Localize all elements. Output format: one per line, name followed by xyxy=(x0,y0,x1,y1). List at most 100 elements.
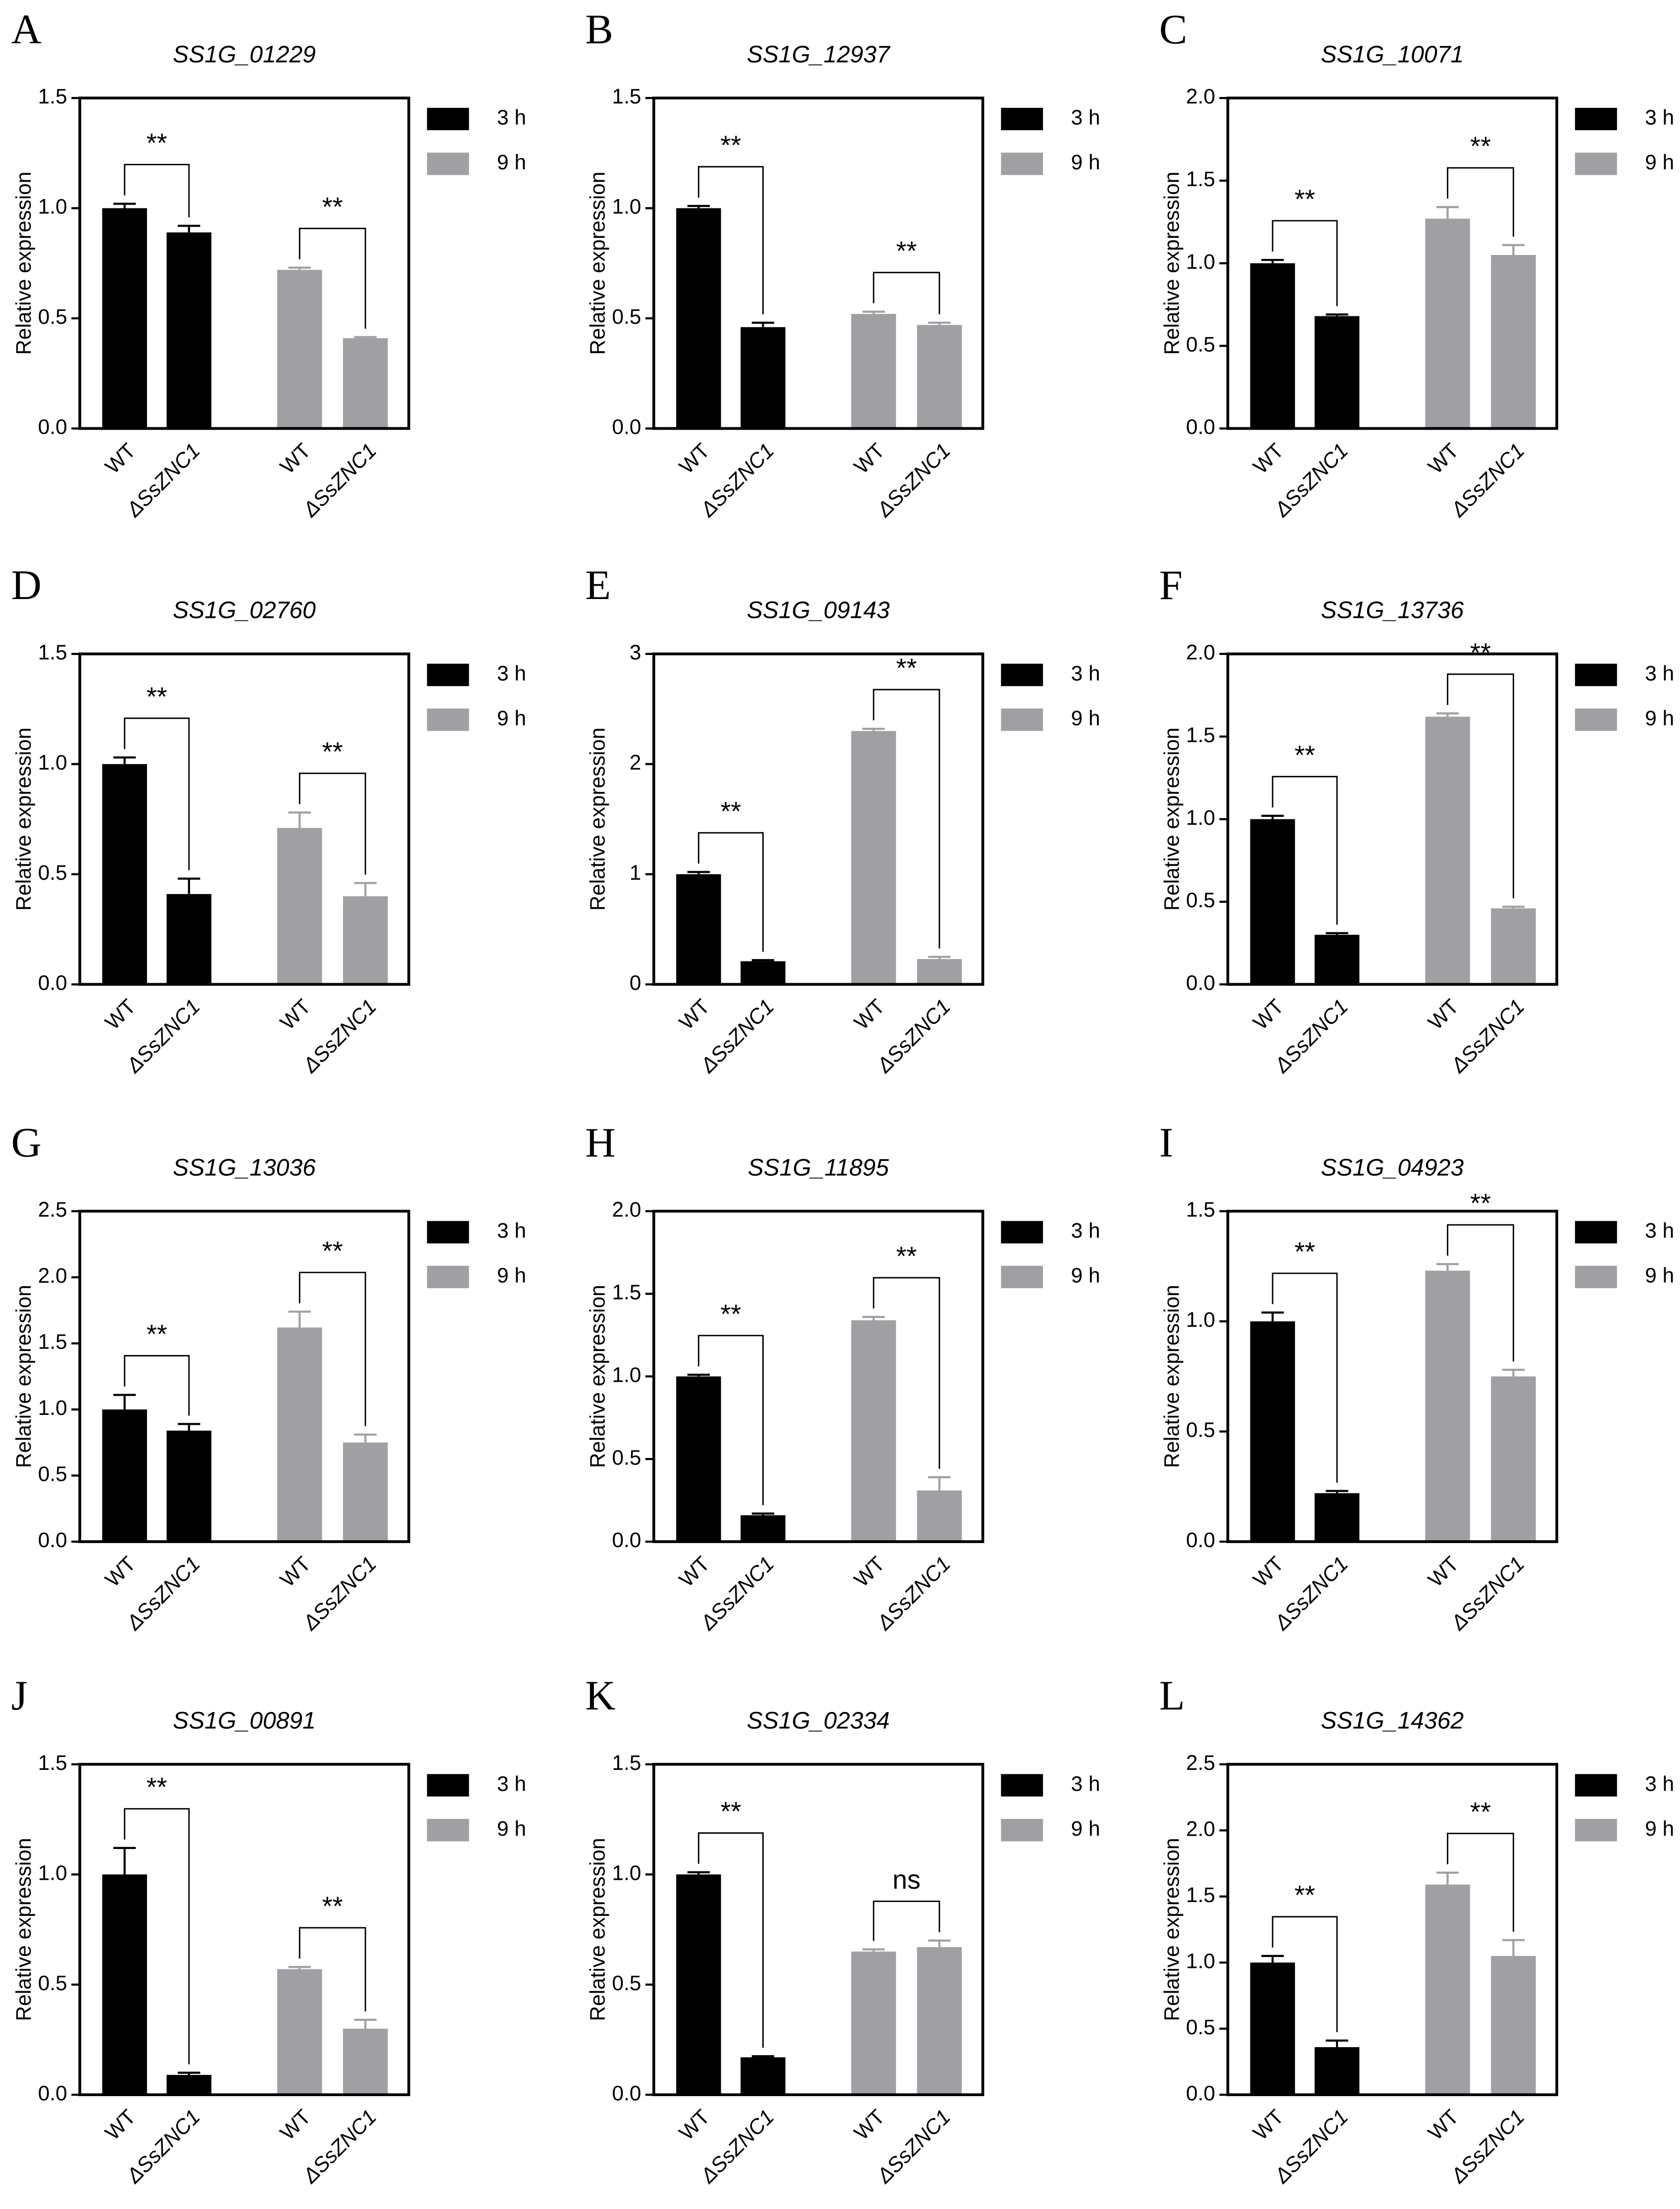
y-tick-label: 0.5 xyxy=(1186,333,1215,356)
y-tick-label: 0.0 xyxy=(1186,415,1215,439)
significance-bracket xyxy=(873,689,940,949)
panel-letter: I xyxy=(1159,1119,1173,1166)
bar xyxy=(1314,316,1360,429)
legend-swatch xyxy=(427,1221,469,1244)
legend-swatch xyxy=(1575,1819,1617,1842)
y-tick-label: 0.5 xyxy=(38,861,67,884)
legend-swatch xyxy=(427,107,469,131)
bar xyxy=(1425,716,1470,985)
panel: L SS1G_14362 Relative expression 0.0 0.5 1.0 1… xyxy=(1159,1672,1674,2188)
x-tick-label: WT xyxy=(849,2105,889,2145)
legend-label: 9 h xyxy=(1645,706,1674,730)
bar xyxy=(1250,1321,1295,1542)
y-tick-label: 1.0 xyxy=(38,195,67,218)
significance-label: ** xyxy=(322,192,343,222)
y-tick-label: 2.0 xyxy=(1186,1817,1215,1840)
legend-label: 9 h xyxy=(1071,1817,1100,1840)
x-tick-label: WT xyxy=(1248,439,1288,478)
panel-letter: E xyxy=(585,562,611,608)
bar xyxy=(1250,1962,1295,2095)
bar xyxy=(1491,908,1536,985)
legend-swatch xyxy=(1001,1819,1043,1842)
y-tick-label: 1.5 xyxy=(1186,723,1215,747)
significance-bracket xyxy=(1447,1224,1514,1361)
x-tick-label: WT xyxy=(1424,2105,1463,2145)
y-tick-label: 2.0 xyxy=(38,1264,67,1287)
plot-frame xyxy=(652,653,985,986)
legend-label: 3 h xyxy=(1071,106,1100,129)
plot-frame xyxy=(78,653,410,986)
x-tick-label: WT xyxy=(849,1552,889,1592)
bar xyxy=(1314,935,1360,985)
legend-label: 9 h xyxy=(1645,151,1674,174)
bar xyxy=(277,1327,322,1542)
y-axis-label: Relative expression xyxy=(1160,1838,1183,2021)
x-tick-label: WT xyxy=(1424,1552,1463,1592)
legend-label: 3 h xyxy=(497,1219,526,1242)
x-tick-label: WT xyxy=(1424,439,1463,478)
significance-label: ** xyxy=(322,737,343,767)
significance-label: ** xyxy=(720,1299,741,1329)
panel: A SS1G_01229 Relative expression 0.0 0.5 1.0 1… xyxy=(11,6,526,521)
significance-label: ** xyxy=(322,1236,343,1266)
plot-frame xyxy=(652,1762,985,2097)
legend-swatch xyxy=(1001,152,1043,175)
bar xyxy=(1425,1270,1470,1542)
bar xyxy=(676,1874,721,2095)
y-tick-label: 0.0 xyxy=(612,2081,641,2105)
x-tick-label: WT xyxy=(100,439,140,478)
chart-title: SS1G_00891 xyxy=(173,1707,316,1734)
y-tick-label: 0.5 xyxy=(1186,889,1215,912)
chart-title: SS1G_02334 xyxy=(747,1707,890,1734)
y-tick-label: 0.5 xyxy=(612,1971,641,1995)
y-tick-label: 1.5 xyxy=(1186,167,1215,191)
y-tick-label: 0.5 xyxy=(38,1462,67,1486)
significance-bracket xyxy=(124,163,190,218)
significance-label: ** xyxy=(147,1319,167,1349)
plot-frame xyxy=(1226,97,1558,430)
panel-letter: G xyxy=(11,1119,42,1166)
bar xyxy=(102,208,147,429)
panel-letter: K xyxy=(585,1672,615,1719)
panel: D SS1G_02760 Relative expression 0.0 0.5 1.0 1… xyxy=(11,562,526,1077)
chart-title: SS1G_13736 xyxy=(1321,597,1464,624)
y-tick-label: 1.5 xyxy=(38,1330,67,1354)
bar xyxy=(1250,819,1295,985)
legend-label: 9 h xyxy=(1071,1264,1100,1287)
y-tick-label: 2 xyxy=(630,751,642,774)
legend-swatch xyxy=(1575,708,1617,731)
legend-label: 3 h xyxy=(497,661,526,685)
significance-bracket xyxy=(1447,167,1514,237)
y-tick-label: 0.0 xyxy=(612,1528,641,1552)
significance-label: ns xyxy=(892,1865,921,1895)
plot-frame xyxy=(1226,1762,1558,2097)
legend-swatch xyxy=(1575,1774,1617,1797)
bar xyxy=(917,1490,962,1542)
bar xyxy=(1250,263,1295,429)
bar xyxy=(102,1409,147,1542)
bar xyxy=(741,961,786,985)
chart-title: SS1G_11895 xyxy=(748,1154,889,1181)
plot-frame xyxy=(652,97,985,430)
significance-label: ** xyxy=(1294,1237,1315,1267)
panel: B SS1G_12937 Relative expression 0.0 0.5 1.0 1… xyxy=(585,6,1100,521)
bar xyxy=(166,894,212,985)
y-axis-label: Relative expression xyxy=(12,728,35,911)
y-tick-label: 1.0 xyxy=(1186,1308,1215,1331)
y-axis-label: Relative expression xyxy=(12,172,35,355)
plot-frame xyxy=(78,97,410,430)
y-tick-label: 1.5 xyxy=(612,85,641,108)
chart-title: SS1G_13036 xyxy=(173,1154,316,1181)
y-tick-label: 1 xyxy=(630,861,642,884)
panel-letter: B xyxy=(585,6,613,52)
chart-title: SS1G_04923 xyxy=(1321,1154,1464,1181)
chart-title: SS1G_10071 xyxy=(1321,41,1464,68)
legend-label: 3 h xyxy=(1645,1219,1674,1242)
y-axis-label: Relative expression xyxy=(12,1285,35,1468)
bar xyxy=(741,2057,786,2095)
y-tick-label: 1.5 xyxy=(38,1751,67,1774)
bar xyxy=(676,1376,721,1542)
legend-swatch xyxy=(1575,152,1617,175)
panel: C SS1G_10071 Relative expression 0.0 0.5 1.0 1… xyxy=(1159,6,1674,521)
x-tick-label: WT xyxy=(675,439,714,478)
